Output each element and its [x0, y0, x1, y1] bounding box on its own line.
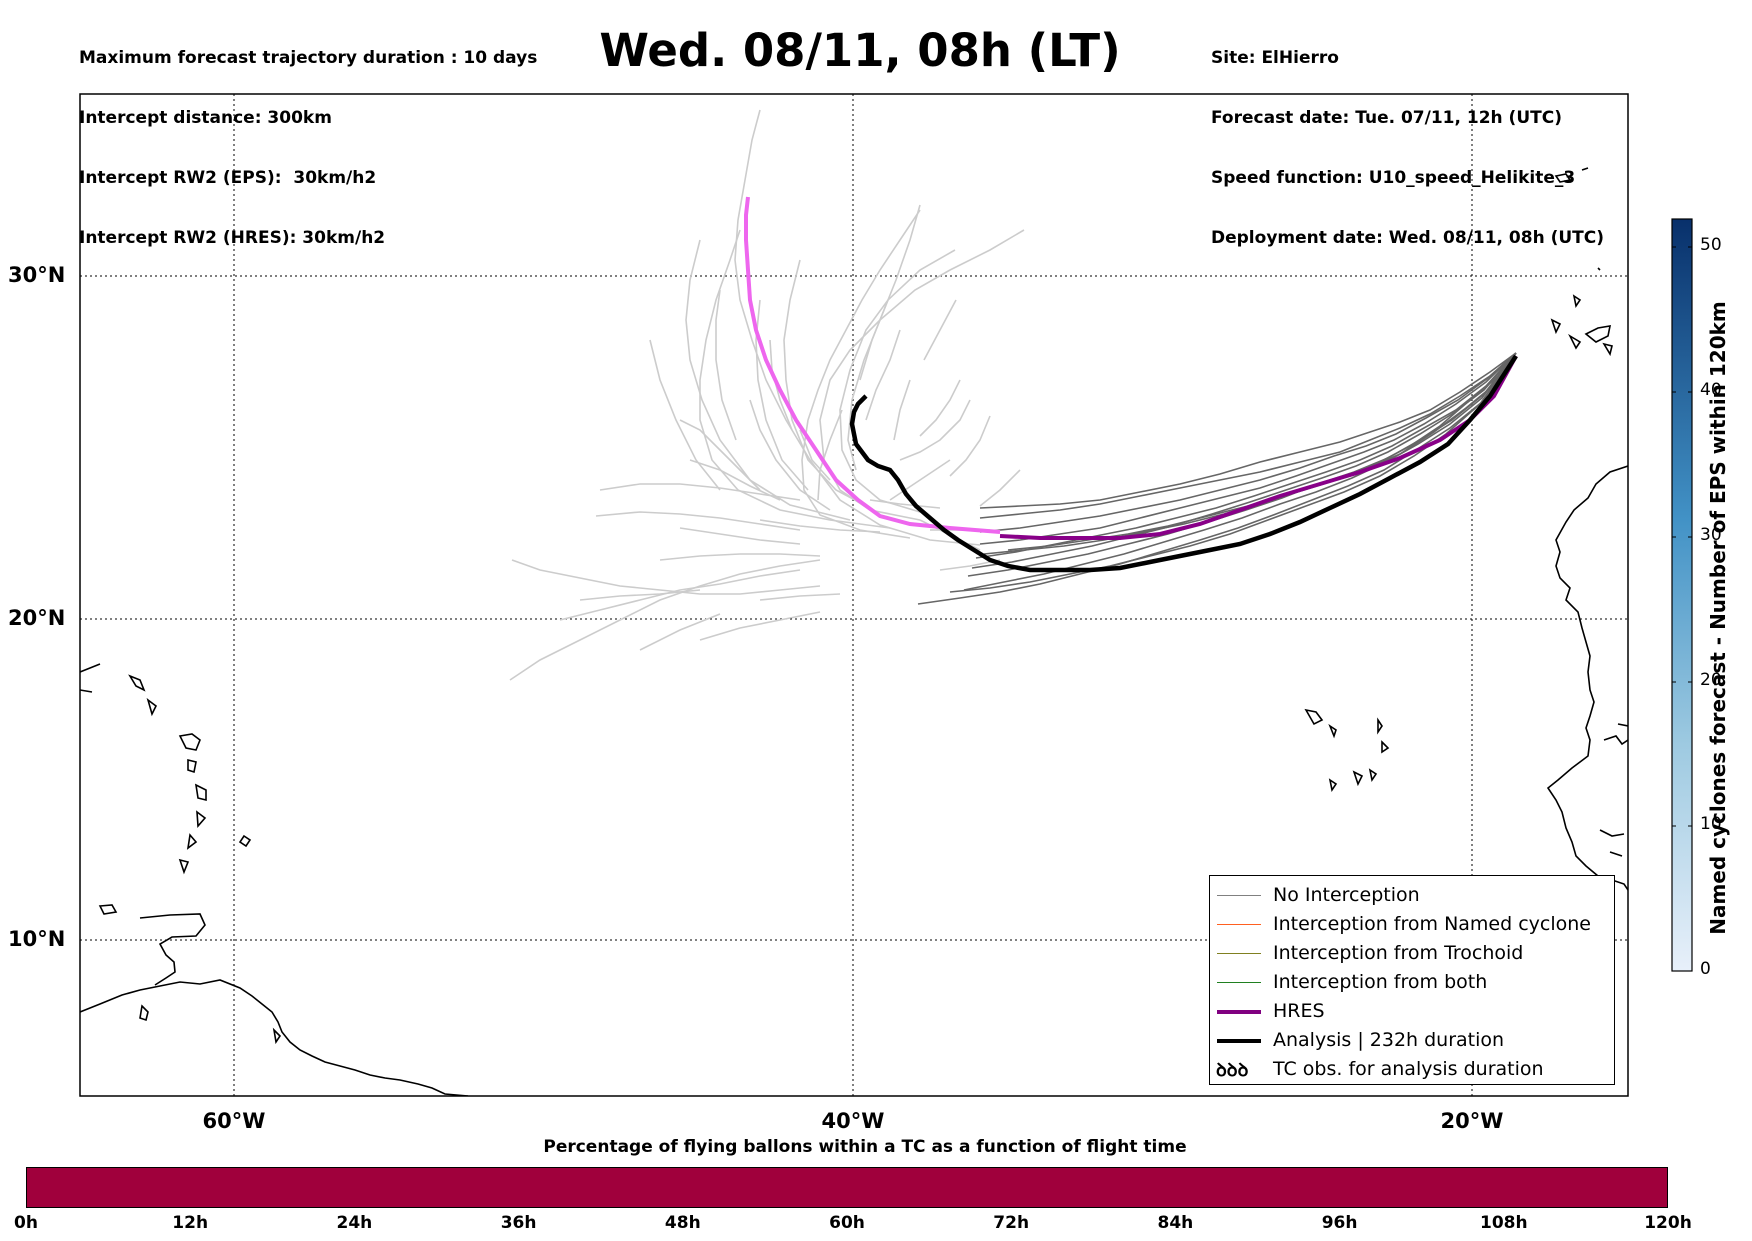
legend-item: No Interception: [1210, 882, 1614, 911]
header-right-line: Forecast date: Tue. 07/11, 12h (UTC): [1211, 108, 1562, 128]
legend-label: Interception from Named cyclone: [1273, 913, 1591, 935]
colorbar-tick-label: 20: [1700, 670, 1722, 690]
colorbar-tick-label: 40: [1700, 380, 1722, 400]
africa-inner-1: [1603, 723, 1628, 746]
colorbar-tick-label: 10: [1700, 814, 1722, 834]
legend-label: TC obs. for analysis duration: [1273, 1058, 1544, 1080]
flight-time-colorbar: [26, 1167, 1668, 1208]
cyclone-colorbar: [1671, 218, 1693, 972]
legend-swatch-hres: [1217, 1010, 1261, 1014]
header-left: Maximum forecast trajectory duration : 1…: [79, 8, 537, 268]
colorbar-tick-label: 30: [1700, 525, 1722, 545]
south-america-coast: [80, 979, 469, 1096]
canary-islands: [1550, 294, 1613, 357]
tc-obs-symbol-icon: ꝺꝺꝺ: [1216, 1060, 1249, 1081]
legend-label: HRES: [1273, 1000, 1325, 1022]
header-left-line: Intercept RW2 (HRES): 30km/h2: [79, 228, 386, 248]
trinidad-venezuela: [139, 913, 206, 986]
lon-label-40w: 40°W: [821, 1109, 885, 1133]
legend-item: HRES: [1210, 998, 1614, 1027]
bottom-colorbar-tick-label: 48h: [664, 1213, 701, 1233]
legend-item: Interception from Named cyclone: [1210, 911, 1614, 940]
azores-dot: [1597, 267, 1601, 271]
bottom-colorbar-tick-label: 60h: [829, 1213, 865, 1233]
island-chain-2: [80, 663, 101, 693]
map-frame: [79, 93, 1629, 1097]
madeira: [1554, 167, 1589, 183]
legend-swatch-no-interception: [1217, 895, 1261, 896]
legend-label: No Interception: [1273, 884, 1420, 906]
legend-label: Interception from Trochoid: [1273, 942, 1524, 964]
page-title: Wed. 08/11, 08h (LT): [599, 24, 1121, 77]
cape-verde: [1304, 708, 1390, 793]
bottom-colorbar-tick-label: 24h: [336, 1213, 373, 1233]
eps-light-trajectories: [509, 109, 1025, 681]
lat-label-10n: 10°N: [8, 927, 66, 951]
header-right: Site: ElHierro Forecast date: Tue. 07/11…: [1211, 8, 1604, 268]
lon-label-20w: 20°W: [1440, 1109, 1504, 1133]
small-island-a: [128, 674, 158, 717]
legend-swatch-both: [1217, 982, 1261, 983]
bottom-colorbar-tick-label: 96h: [1321, 1213, 1358, 1233]
lat-label-30n: 30°N: [8, 263, 66, 287]
hres-trajectory-early: [744, 196, 1001, 534]
header-right-line: Site: ElHierro: [1211, 48, 1339, 68]
bottom-colorbar-tick-label: 12h: [172, 1213, 209, 1233]
legend-swatch-trochoid: [1217, 953, 1261, 954]
colorbar-ticks: [1672, 246, 1692, 972]
legend-swatch-named-cyclone: [1217, 924, 1261, 925]
small-island-c: [139, 1004, 282, 1045]
bottom-colorbar-tick-label: 0h: [14, 1213, 38, 1233]
colorbar-tick-label: 0: [1700, 959, 1711, 979]
island-chain-3: [178, 733, 207, 875]
bottom-colorbar-tick-label: 108h: [1480, 1213, 1528, 1233]
legend-item: ꝺꝺꝺ TC obs. for analysis duration: [1210, 1056, 1614, 1085]
header-left-line: Maximum forecast trajectory duration : 1…: [79, 48, 538, 68]
analysis-trajectory: [849, 354, 1518, 573]
map-legend: No Interception Interception from Named …: [1209, 875, 1615, 1085]
colorbar-tick-label: 50: [1700, 235, 1722, 255]
bottom-colorbar-tick-label: 36h: [500, 1213, 537, 1233]
legend-item: Interception from Trochoid: [1210, 940, 1614, 969]
header-left-line: Intercept RW2 (EPS): 30km/h2: [79, 168, 377, 188]
hres-trajectory-late: [999, 355, 1518, 540]
legend-item: Analysis | 232h duration: [1210, 1027, 1614, 1056]
coastlines: [80, 167, 1628, 1096]
africa-inner-2: [1599, 829, 1625, 857]
header-right-line: Deployment date: Wed. 08/11, 08h (UTC): [1211, 228, 1605, 248]
legend-label: Interception from both: [1273, 971, 1488, 993]
colorbar-title: Named cyclones forecast - Number of EPS …: [1706, 301, 1730, 935]
legend-label: Analysis | 232h duration: [1273, 1029, 1505, 1051]
lon-label-60w: 60°W: [202, 1109, 266, 1133]
small-island-b: [238, 834, 252, 848]
bottom-colorbar-tick-label: 84h: [1157, 1213, 1194, 1233]
bottom-colorbar-tick-label: 72h: [993, 1213, 1030, 1233]
legend-swatch-analysis: [1217, 1039, 1261, 1043]
bottom-colorbar-title: Percentage of flying ballons within a TC…: [543, 1137, 1187, 1157]
header-right-line: Speed function: U10_speed_Helikite_3: [1211, 168, 1576, 188]
island-chain-1: [98, 904, 118, 915]
bottom-colorbar-tick-label: 120h: [1644, 1213, 1692, 1233]
header-left-line: Intercept distance: 300km: [79, 108, 332, 128]
africa-coast: [1546, 465, 1628, 891]
lat-label-20n: 20°N: [8, 606, 66, 630]
legend-item: Interception from both: [1210, 969, 1614, 998]
